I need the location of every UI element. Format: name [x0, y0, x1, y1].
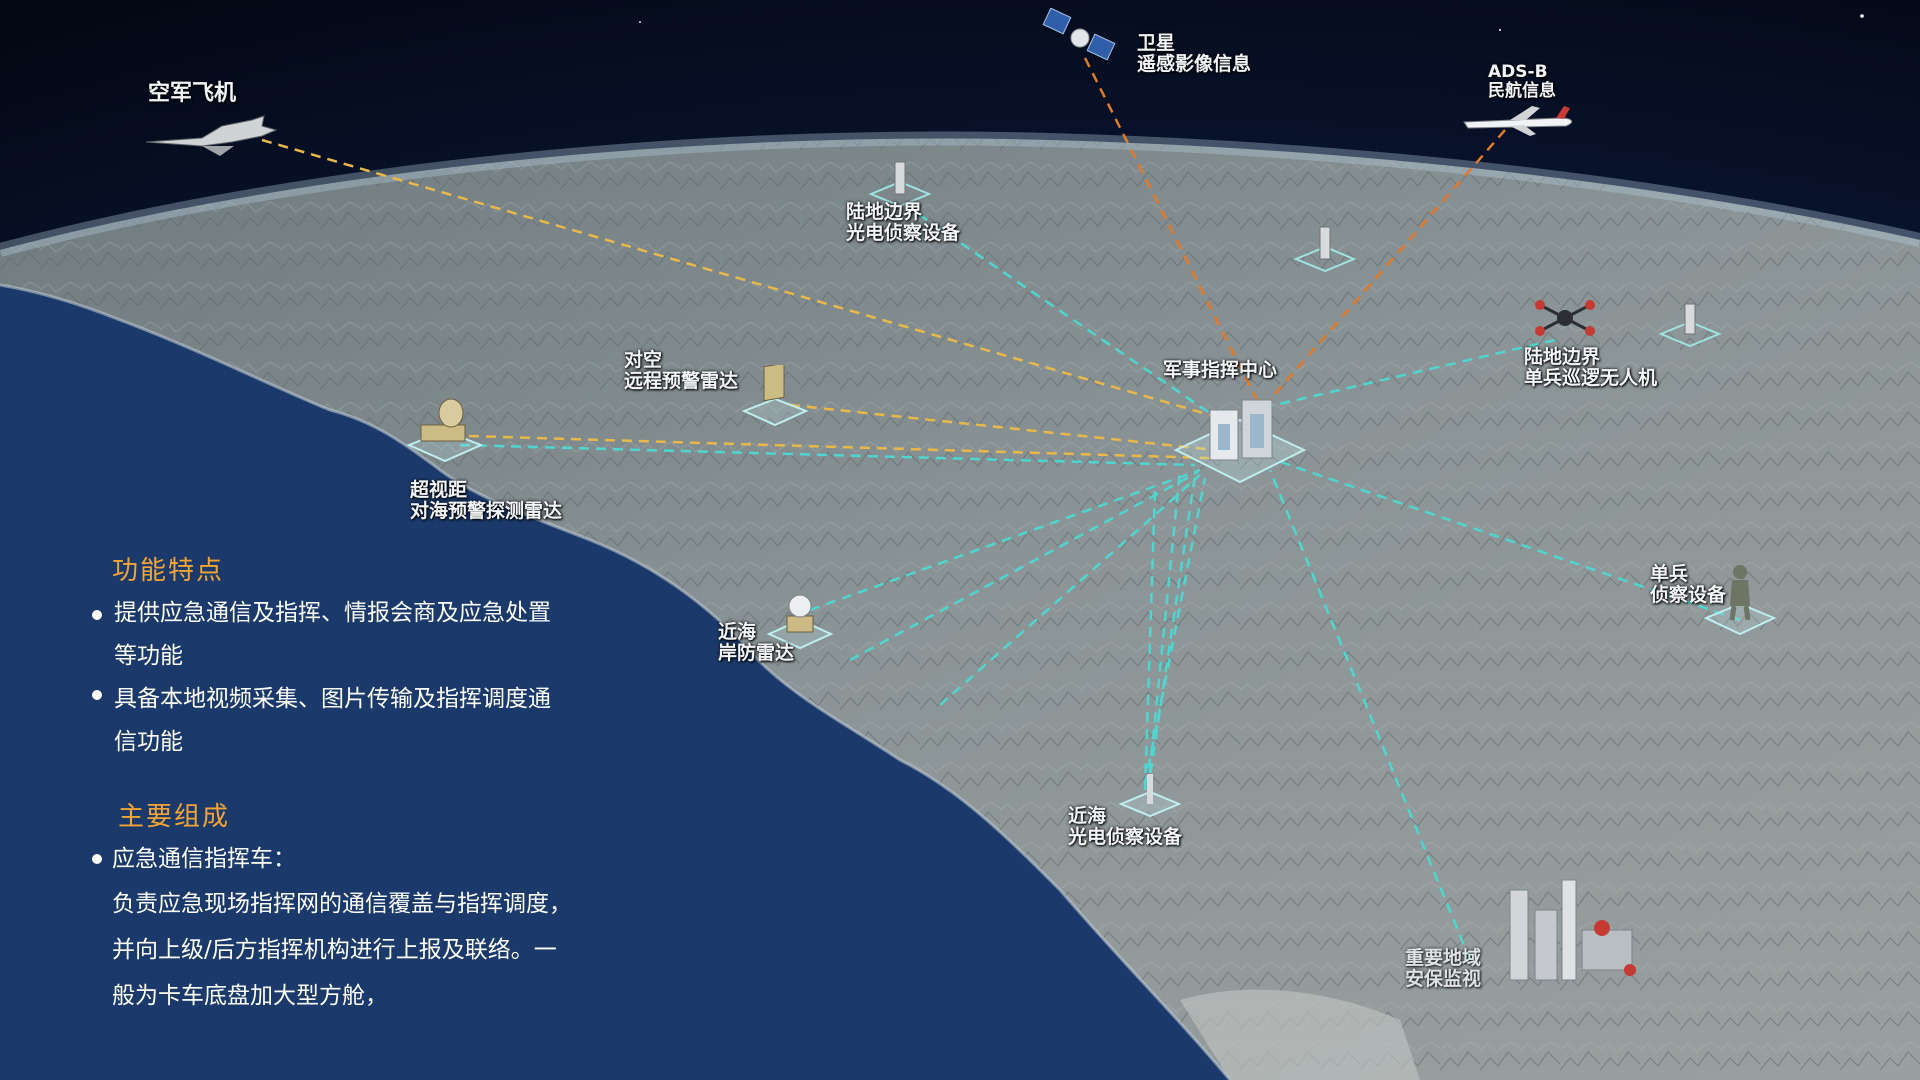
watchtower-icon: [1658, 303, 1722, 348]
airliner-icon: [1463, 106, 1573, 136]
label-land-border-uav: 陆地边界 单兵巡逻无人机: [1524, 346, 1658, 389]
satellite-icon: [1042, 8, 1116, 61]
label-command-center: 军事指挥中心: [1163, 359, 1278, 381]
label-air-force: 空军飞机: [148, 81, 237, 106]
fighter-jet-icon: [145, 115, 278, 156]
label-satellite: 卫星 遥感影像信息: [1137, 32, 1252, 75]
label-otr-radar: 超视距 对海预警探测雷达: [410, 479, 563, 522]
composition-title: 主要组成: [118, 802, 231, 832]
composition-item: 应急通信指挥车： 负责应急现场指挥网的通信覆盖与指挥调度， 并向上级/后方指挥机…: [112, 838, 572, 1019]
label-air-radar: 对空 远程预警雷达: [624, 349, 739, 392]
radar-truck-icon: [406, 398, 484, 463]
features-title: 功能特点: [112, 556, 225, 586]
label-key-area: 重要地域 安保监视: [1405, 947, 1482, 990]
composition-desc-line: 并向上级/后方指挥机构进行上报及联络。一: [112, 937, 557, 963]
composition-desc-line: 负责应急现场指挥网的通信覆盖与指挥调度，: [112, 891, 572, 917]
bullet-dot: [92, 854, 102, 864]
bullet-dot: [92, 690, 102, 700]
label-soldier: 单兵 侦察设备: [1650, 563, 1727, 606]
label-coastal-eo: 近海 光电侦察设备: [1068, 805, 1183, 848]
drone-icon: [1535, 300, 1595, 336]
watchtower-icon: [868, 161, 932, 208]
command-center-building-icon: [1173, 399, 1307, 484]
label-adsb: ADS-B 民航信息: [1488, 62, 1556, 101]
label-coastal-radar: 近海 岸防雷达: [718, 621, 795, 664]
feature-item-1: 提供应急通信及指挥、情报会商及应急处置 等功能: [114, 600, 551, 669]
feature-item-2: 具备本地视频采集、图片传输及指挥调度通 信功能: [114, 686, 551, 755]
bullet-dot: [92, 610, 102, 620]
coastal-radar-dome-icon: [766, 594, 834, 650]
link-lines: [261, 57, 1741, 961]
radar-antenna-icon: [741, 365, 809, 427]
composition-desc-line: 般为卡车底盘加大型方舱，: [112, 983, 388, 1009]
coastal-camera-icon: [1118, 774, 1182, 818]
watchtower-icon: [1293, 226, 1357, 273]
soldier-icon: [1703, 565, 1777, 636]
label-land-border-eo: 陆地边界 光电侦察设备: [846, 201, 961, 244]
industrial-site-icon: [1509, 879, 1636, 981]
